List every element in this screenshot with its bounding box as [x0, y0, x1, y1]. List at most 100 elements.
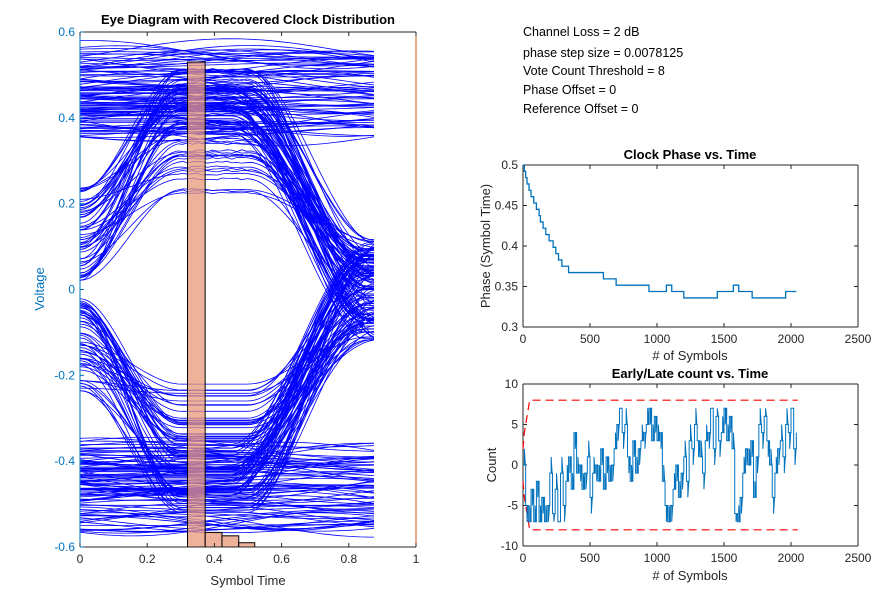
x-tick-label: 2000	[778, 332, 805, 346]
eye-trace	[79, 51, 374, 55]
eye-trace	[79, 285, 375, 500]
histogram-bar	[187, 61, 206, 548]
phase-x-axis-label: # of Symbols	[652, 348, 728, 363]
eye-trace	[79, 124, 375, 135]
eye-trace	[80, 95, 374, 260]
eye-trace	[80, 106, 374, 324]
eye-trace	[79, 87, 375, 257]
eye-trace	[79, 468, 375, 477]
eye-traces	[79, 38, 375, 538]
eye-trace	[80, 108, 374, 275]
eye-trace	[80, 259, 374, 477]
early-late-chart: Early/Late count vs. Time 0 500 1000 1500 20…	[484, 366, 872, 583]
info-phase-step: phase step size = 0.0078125	[523, 46, 684, 60]
phase-line	[523, 164, 797, 299]
eye-trace	[79, 122, 374, 255]
y-tick-label: -10	[501, 539, 519, 553]
eye-trace	[79, 441, 375, 464]
eye-trace	[79, 510, 375, 528]
y-tick-label: -0.6	[54, 540, 75, 554]
eye-trace	[80, 489, 375, 507]
eye-trace	[79, 88, 375, 114]
phase-series	[523, 164, 797, 299]
eye-trace	[79, 520, 375, 533]
eye-trace	[79, 289, 374, 435]
eye-trace	[79, 49, 375, 70]
y-tick-label: 0.2	[58, 197, 75, 211]
eye-trace	[79, 304, 374, 463]
x-tick-label: 0	[77, 552, 84, 566]
eye-trace	[80, 297, 374, 476]
eye-trace	[80, 322, 374, 471]
eye-trace	[79, 82, 374, 319]
eye-trace	[79, 74, 375, 87]
eye-trace	[80, 313, 374, 472]
x-tick-label: 1000	[644, 332, 671, 346]
info-phase-offset: Phase Offset = 0	[523, 83, 617, 97]
x-tick-label: 500	[580, 332, 600, 346]
eye-trace	[80, 90, 374, 256]
eye-trace	[79, 57, 374, 65]
eye-trace	[79, 509, 375, 537]
x-tick-label: 0.6	[273, 552, 290, 566]
x-tick-label: 0	[520, 551, 527, 565]
clock-phase-chart: Clock Phase vs. Time 0 500 1000 1500 2000 250…	[478, 147, 872, 363]
eye-trace	[80, 331, 374, 489]
eye-trace	[79, 513, 374, 538]
info-reference-offset: Reference Offset = 0	[523, 102, 639, 116]
eye-trace	[79, 331, 374, 385]
y-tick-label: 0	[68, 283, 75, 297]
y-tick-label: 0	[511, 458, 518, 472]
x-tick-label: 0	[520, 332, 527, 346]
eye-trace	[80, 288, 374, 481]
phase-y-axis-label: Phase (Symbol Time)	[478, 184, 493, 308]
eye-trace	[80, 248, 374, 449]
x-tick-label: 2500	[845, 332, 872, 346]
eye-trace	[79, 137, 375, 320]
eye-trace	[80, 115, 374, 259]
count-line	[523, 407, 797, 523]
eye-trace	[79, 336, 374, 451]
y-tick-label: -0.2	[54, 368, 75, 382]
eye-diagram-chart: Eye Diagram with Recovered Clock Distrib…	[32, 12, 420, 588]
eye-trace	[79, 48, 375, 68]
eye-trace	[80, 515, 375, 531]
count-y-axis-label: Count	[484, 447, 499, 482]
eye-trace	[80, 255, 374, 445]
eye-trace	[79, 49, 375, 67]
y-tick-label: 0.45	[495, 199, 519, 213]
histogram-bar	[204, 531, 223, 548]
x-tick-label: 0.8	[340, 552, 357, 566]
eye-trace	[80, 293, 374, 480]
x-tick-label: 0.4	[206, 552, 223, 566]
eye-trace	[79, 50, 375, 61]
eye-trace	[80, 287, 374, 493]
x-tick-label: 1000	[644, 551, 671, 565]
eye-trace	[79, 108, 375, 290]
y-tick-label: 0.5	[501, 158, 518, 172]
x-tick-label: 1500	[711, 332, 738, 346]
eye-trace	[79, 446, 374, 463]
eye-trace	[80, 109, 374, 260]
eye-trace	[80, 259, 374, 496]
x-tick-label: 2500	[845, 551, 872, 565]
x-tick-label: 2000	[778, 551, 805, 565]
x-tick-label: 1500	[711, 551, 738, 565]
eye-trace	[80, 249, 374, 456]
eye-trace	[80, 118, 374, 263]
eye-y-axis-label: Voltage	[32, 267, 47, 310]
y-tick-label: 0.3	[501, 320, 518, 334]
eye-trace	[79, 85, 375, 275]
x-tick-label: 1	[413, 552, 420, 566]
y-tick-label: 0.35	[495, 280, 519, 294]
eye-trace	[79, 495, 375, 520]
eye-trace	[79, 521, 375, 534]
eye-trace	[80, 90, 375, 95]
eye-x-axis-label: Symbol Time	[210, 573, 285, 588]
eye-trace	[79, 52, 375, 69]
phase-axes: 0 500 1000 1500 2000 2500 0.3 0.35 0.4 0.45 0.5	[495, 158, 872, 346]
eye-chart-title: Eye Diagram with Recovered Clock Distrib…	[101, 12, 395, 27]
eye-trace	[80, 127, 374, 277]
x-tick-label: 0.2	[139, 552, 156, 566]
eye-trace	[79, 246, 375, 494]
